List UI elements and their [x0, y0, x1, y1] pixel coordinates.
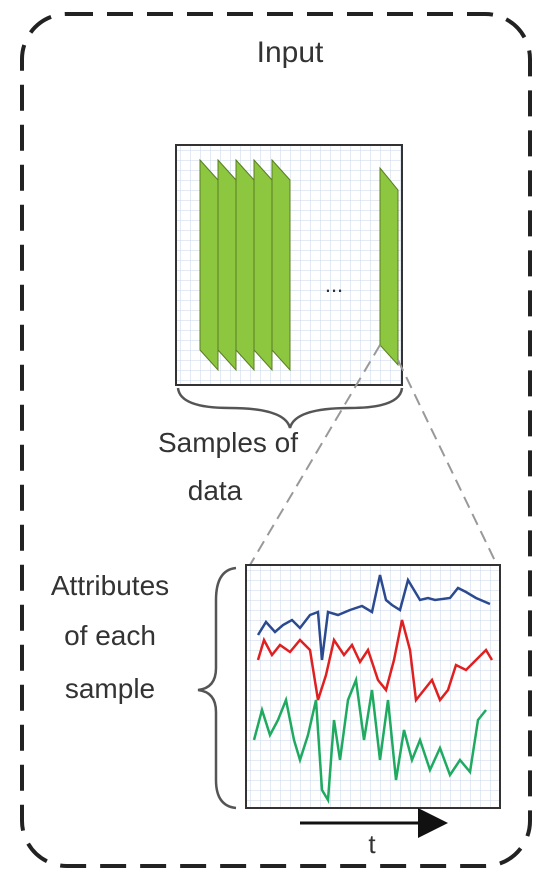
samples-label-line: Samples of	[158, 427, 298, 458]
samples-brace	[176, 387, 404, 429]
attributes-brace	[197, 566, 237, 810]
attribute-curve	[256, 619, 494, 704]
attribute-curve	[256, 574, 491, 661]
attributes-label-line: Attributes	[51, 570, 169, 601]
ellipsis: ...	[325, 272, 343, 297]
input-frame	[20, 12, 532, 868]
sample-panels	[199, 158, 399, 372]
time-axis-label: t	[368, 829, 376, 859]
attributes-label-line: of each	[64, 620, 156, 651]
attribute-curve	[252, 675, 487, 805]
attributes-box	[245, 564, 501, 809]
zoom-line	[249, 344, 381, 566]
attributes-label-line: sample	[65, 673, 155, 704]
samples-label-line: data	[188, 475, 243, 506]
zoom-line	[397, 359, 498, 566]
title: Input	[257, 36, 324, 69]
